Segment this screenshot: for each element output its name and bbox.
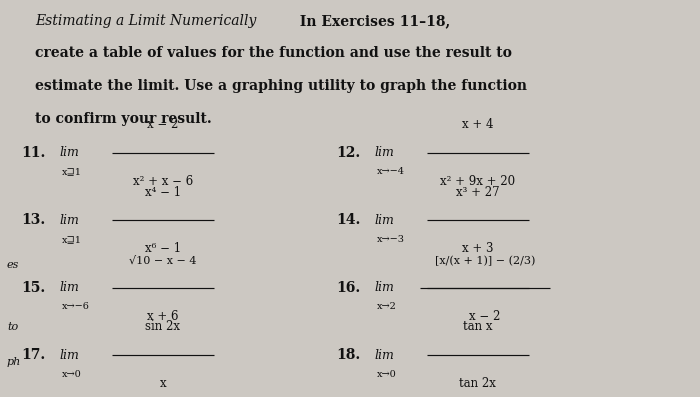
Text: x→−6: x→−6 bbox=[62, 303, 90, 311]
Text: 14.: 14. bbox=[336, 213, 360, 227]
Text: to confirm your result.: to confirm your result. bbox=[35, 112, 211, 125]
Text: x − 2: x − 2 bbox=[147, 118, 178, 131]
Text: x⁶ − 1: x⁶ − 1 bbox=[145, 242, 181, 255]
Text: sin 2x: sin 2x bbox=[146, 320, 181, 333]
Text: 16.: 16. bbox=[336, 281, 360, 295]
Text: [x/(x + 1)] − (2/3): [x/(x + 1)] − (2/3) bbox=[435, 256, 535, 266]
Text: 11.: 11. bbox=[21, 146, 46, 160]
Text: x→−4: x→−4 bbox=[377, 168, 405, 176]
Text: In Exercises 11–18,: In Exercises 11–18, bbox=[290, 14, 451, 28]
Text: create a table of values for the function and use the result to: create a table of values for the functio… bbox=[35, 46, 512, 60]
Text: to: to bbox=[7, 322, 18, 331]
Text: x³ + 27: x³ + 27 bbox=[456, 185, 500, 198]
Text: 15.: 15. bbox=[21, 281, 46, 295]
Text: x⊒1: x⊒1 bbox=[62, 235, 82, 244]
Text: Estimating a Limit Numerically: Estimating a Limit Numerically bbox=[35, 14, 256, 28]
Text: x⊒1: x⊒1 bbox=[62, 168, 82, 176]
Text: tan x: tan x bbox=[463, 320, 493, 333]
Text: lim: lim bbox=[60, 214, 79, 227]
Text: 13.: 13. bbox=[21, 213, 46, 227]
Text: x − 2: x − 2 bbox=[469, 310, 500, 323]
Text: x→0: x→0 bbox=[377, 370, 396, 379]
Text: lim: lim bbox=[60, 281, 79, 294]
Text: lim: lim bbox=[374, 214, 394, 227]
Text: x² + 9x + 20: x² + 9x + 20 bbox=[440, 175, 515, 188]
Text: x→2: x→2 bbox=[377, 303, 396, 311]
Text: x + 3: x + 3 bbox=[462, 242, 493, 255]
Text: 17.: 17. bbox=[21, 348, 46, 362]
Text: 18.: 18. bbox=[336, 348, 360, 362]
Text: x + 4: x + 4 bbox=[462, 118, 493, 131]
Text: x + 6: x + 6 bbox=[147, 310, 178, 323]
Text: es: es bbox=[7, 260, 20, 270]
Text: x² + x − 6: x² + x − 6 bbox=[132, 175, 193, 188]
Text: x→0: x→0 bbox=[62, 370, 81, 379]
Text: tan 2x: tan 2x bbox=[459, 377, 496, 390]
Text: lim: lim bbox=[374, 349, 394, 362]
Text: x⁴ − 1: x⁴ − 1 bbox=[145, 185, 181, 198]
Text: lim: lim bbox=[60, 146, 79, 159]
Text: estimate the limit. Use a graphing utility to graph the function: estimate the limit. Use a graphing utili… bbox=[35, 79, 527, 93]
Text: ph: ph bbox=[7, 357, 21, 367]
Text: √10 − x − 4: √10 − x − 4 bbox=[129, 256, 197, 266]
Text: x: x bbox=[160, 377, 166, 390]
Text: lim: lim bbox=[374, 281, 394, 294]
Text: lim: lim bbox=[374, 146, 394, 159]
Text: x→−3: x→−3 bbox=[377, 235, 405, 244]
Text: lim: lim bbox=[60, 349, 79, 362]
Text: 12.: 12. bbox=[336, 146, 360, 160]
